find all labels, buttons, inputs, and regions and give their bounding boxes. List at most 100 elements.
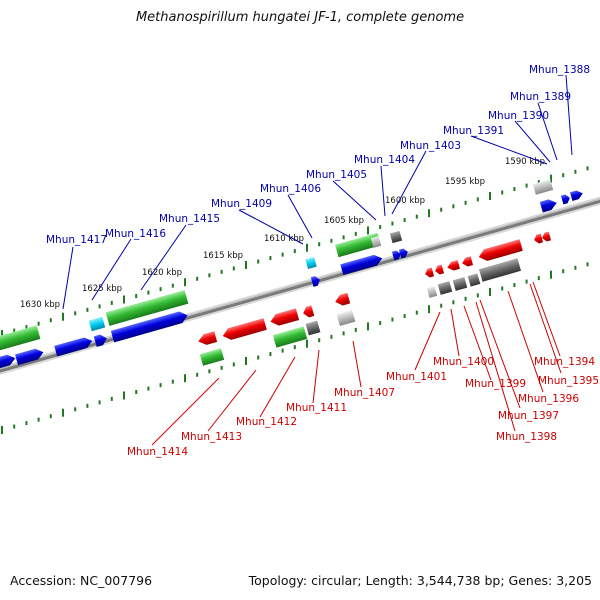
gene-label[interactable]: Mhun_1406 <box>260 183 321 195</box>
scale-ticks-lower <box>1 262 589 434</box>
scale-tick-minor <box>440 207 443 212</box>
gene-arrow-minus[interactable] <box>446 260 460 272</box>
gene-arrow-minus[interactable] <box>269 308 300 327</box>
kbp-label: 1595 kbp <box>445 177 485 187</box>
gene-arrow-plus[interactable] <box>0 353 17 374</box>
gene-arrow-plus[interactable] <box>54 336 94 357</box>
gene-label[interactable]: Mhun_1389 <box>510 91 571 103</box>
gene-arrow-plus[interactable] <box>398 248 409 259</box>
gene-label[interactable]: Mhun_1411 <box>286 402 347 414</box>
scale-tick-minor <box>586 166 589 171</box>
gene-label[interactable]: Mhun_1401 <box>386 371 447 383</box>
scale-tick-minor <box>403 218 406 223</box>
gene-label[interactable]: Mhun_1415 <box>159 213 220 225</box>
minus-leader-lines <box>151 281 562 446</box>
gene-label[interactable]: Mhun_1396 <box>518 393 579 405</box>
gene-feature[interactable] <box>272 326 308 348</box>
gene-label[interactable]: Mhun_1395 <box>538 375 599 387</box>
gene-feature[interactable] <box>389 230 403 244</box>
gene-label[interactable]: Mhun_1391 <box>443 125 504 137</box>
scale-tick-minor <box>476 197 479 202</box>
gene-arrow-plus[interactable] <box>539 198 558 213</box>
gene-arrow-plus[interactable] <box>391 250 402 261</box>
gene-feature[interactable] <box>426 286 438 298</box>
gene-label[interactable]: Mhun_1403 <box>400 140 461 152</box>
gene-arrow-minus[interactable] <box>197 331 218 346</box>
scale-tick-minor <box>232 362 235 367</box>
gene-feature[interactable] <box>437 281 453 295</box>
scale-tick-minor <box>379 320 382 325</box>
gene-label[interactable]: Mhun_1388 <box>529 64 590 76</box>
gene-feature[interactable] <box>305 320 321 336</box>
gene-feature[interactable] <box>336 310 356 326</box>
gene-label[interactable]: Mhun_1413 <box>181 431 242 443</box>
gene-arrow-minus[interactable] <box>533 233 544 245</box>
scale-tick-minor <box>452 300 455 305</box>
scale-tick-minor <box>269 352 272 357</box>
gene-label[interactable]: Mhun_1400 <box>433 356 494 368</box>
gene-arrow-minus[interactable] <box>461 256 474 267</box>
scale-tick-minor <box>586 262 589 267</box>
scale-tick-minor <box>391 221 394 226</box>
gene-arrow-plus[interactable] <box>560 194 571 205</box>
scale-tick-minor <box>574 265 577 270</box>
scale-tick-minor <box>147 290 150 295</box>
gene-label[interactable]: Mhun_1397 <box>498 410 559 422</box>
gene-feature[interactable] <box>199 348 225 366</box>
gene-arrow-minus[interactable] <box>477 239 523 263</box>
kbp-label: 1620 kbp <box>142 268 182 278</box>
gene-feature[interactable] <box>335 232 381 258</box>
gene-label[interactable]: Mhun_1394 <box>534 356 595 368</box>
scale-tick-minor <box>330 238 333 243</box>
gene-label[interactable]: Mhun_1409 <box>211 198 272 210</box>
scale-tick-minor <box>537 180 540 185</box>
gene-label[interactable]: Mhun_1416 <box>105 228 166 240</box>
scale-tick-minor <box>74 407 77 412</box>
scale-tick-minor <box>354 327 357 332</box>
gene-feature[interactable] <box>0 325 41 361</box>
gene-arrow-minus[interactable] <box>434 264 445 276</box>
scale-tick-minor <box>208 369 211 374</box>
gene-feature[interactable] <box>105 290 189 326</box>
gene-arrow-minus[interactable] <box>334 292 351 307</box>
gene-feature[interactable] <box>467 273 481 287</box>
gene-arrow-minus[interactable] <box>541 231 552 243</box>
gene-arrow-minus[interactable] <box>424 267 435 279</box>
gene-feature[interactable] <box>305 256 317 270</box>
scale-tick-minor <box>403 314 406 319</box>
gene-label[interactable]: Mhun_1398 <box>496 431 557 443</box>
scale-tick-major <box>489 191 491 200</box>
gene-arrow-plus[interactable] <box>15 347 45 366</box>
scale-tick-minor <box>342 331 345 336</box>
gene-arrow-plus[interactable] <box>570 189 584 201</box>
gene-arrow-plus[interactable] <box>310 275 321 287</box>
scale-tick-minor <box>110 396 113 401</box>
gene-arrow-plus[interactable] <box>93 333 109 347</box>
scale-tick-major <box>367 226 369 235</box>
gene-label[interactable]: Mhun_1399 <box>465 378 526 390</box>
gene-label[interactable]: Mhun_1417 <box>46 234 107 246</box>
gene-label[interactable]: Mhun_1405 <box>306 169 367 181</box>
gene-feature[interactable] <box>88 316 106 332</box>
gene-label[interactable]: Mhun_1412 <box>236 416 297 428</box>
scale-tick-minor <box>269 256 272 261</box>
gene-arrow-plus[interactable] <box>110 310 189 343</box>
gene-feature[interactable] <box>532 179 554 195</box>
scale-tick-minor <box>147 386 150 391</box>
scale-tick-minor <box>330 334 333 339</box>
gene-arrow-plus[interactable] <box>340 253 383 276</box>
scale-tick-minor <box>525 183 528 188</box>
gene-feature[interactable] <box>370 236 382 248</box>
gene-label[interactable]: Mhun_1414 <box>127 446 188 458</box>
gene-arrow-minus[interactable] <box>302 305 315 318</box>
gene-feature[interactable] <box>452 277 468 291</box>
gene-label[interactable]: Mhun_1404 <box>354 154 415 166</box>
scale-tick-minor <box>86 307 89 312</box>
gene-arrow-minus[interactable] <box>221 318 267 342</box>
gene-label[interactable]: Mhun_1390 <box>488 110 549 122</box>
gene-label[interactable]: Mhun_1407 <box>334 387 395 399</box>
gene-feature[interactable] <box>478 258 522 282</box>
plus-gene-labels: Mhun_1388 Mhun_1389 Mhun_1390 Mhun_1391 … <box>46 64 590 246</box>
scale-tick-minor <box>37 321 40 326</box>
scale-tick-minor <box>574 169 577 174</box>
